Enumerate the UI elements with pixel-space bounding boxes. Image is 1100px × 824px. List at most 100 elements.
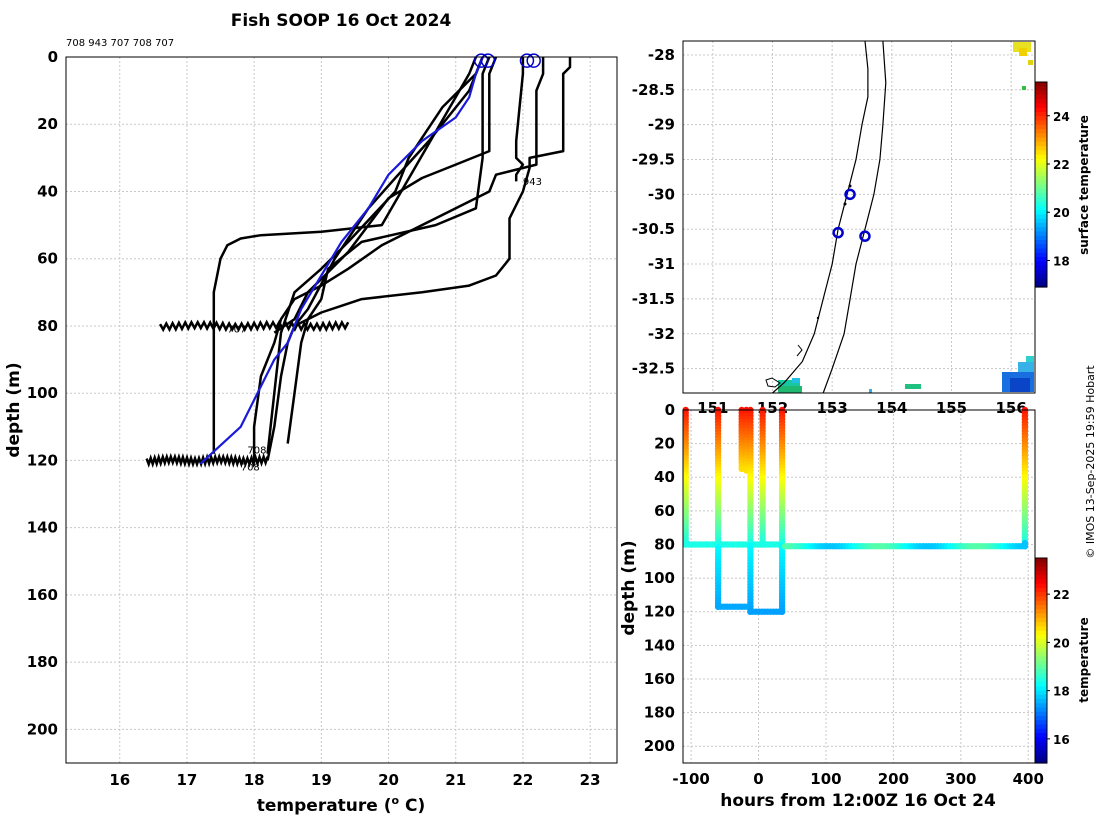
colorbar-segment [1035,570,1047,576]
colorbar-segment [1035,171,1047,177]
temperature-point [1021,543,1029,550]
map-x-tick-label: 156 [995,399,1026,417]
profile-line [273,56,498,334]
temperature-colorbar: 16 18 20 22 [1034,557,1070,764]
station-marker-group [832,188,871,242]
colorbar-segment [1035,741,1047,747]
colorbar-tick-label: 18 [1053,685,1070,699]
colorbar-segment [1035,626,1047,632]
ts-x-tick-label: 300 [945,770,976,788]
colorbar-tick-label: 20 [1053,206,1070,220]
colorbar-segment [1035,128,1047,134]
timeseries-y-axis-label: depth (m) [619,540,639,635]
shelf-edge-contour [822,40,887,394]
colorbar-segment [1035,150,1047,156]
colorbar-segment [1035,566,1047,572]
map-y-tick-label: -30.5 [632,220,675,238]
colorbar-segment [1035,120,1047,126]
colorbar-tick-label: 22 [1053,588,1070,602]
colorbar-segment [1035,681,1047,687]
map-y-tick-label: -32.5 [632,360,675,378]
colorbar-segment [1035,677,1047,683]
x-tick-label: 21 [445,771,466,789]
colorbar-frame [1034,557,1048,764]
y-tick-label: 40 [37,182,58,200]
timeseries-points [682,406,1029,615]
surface-marker [526,53,541,68]
profile-y-axis-label: depth (m) [4,362,24,457]
surface-temperature-colorbar-label: surface temperature [1077,115,1091,255]
colorbar-segment [1035,124,1047,130]
colorbar-segment [1035,737,1047,743]
temperature-point [759,541,766,548]
colorbar-segment [1035,613,1047,619]
colorbar-segment [1035,596,1047,602]
colorbar-segment [1035,604,1047,610]
y-tick-label: 100 [27,384,58,402]
x-tick-label: 18 [244,771,265,789]
ts-y-tick-label: 60 [654,502,675,520]
profile-annotation: 943 [523,177,542,188]
colorbar-segment [1035,99,1047,104]
colorbar-segment [1035,231,1047,237]
x-tick-label: 16 [109,771,130,789]
surface-marker [519,53,535,68]
colorbar-segment [1035,600,1047,606]
colorbar-segment [1035,116,1047,122]
colorbar-tick-label: 18 [1053,254,1070,268]
colorbar-segment [1035,711,1047,717]
colorbar-segment [1035,111,1047,117]
colorbar-segment [1035,728,1047,734]
mean-profile-group [199,56,484,465]
y-tick-label: 120 [27,451,58,469]
map-y-tick-label: -28 [648,46,675,64]
colorbar-segment [1035,205,1047,211]
map-tick-labels: -28 -28.5 -29 -29.5 -30 -30.5 -31 -31.5 -32 -32.5… [632,46,1027,417]
colorbar-segment [1035,184,1047,190]
colorbar-segment [1035,133,1047,139]
colorbar-segment [1035,716,1047,721]
timeseries-tick-labels: -100 0 100 200 300 400 0 20 40 60 80 100 120 140 160 18… [644,401,1044,788]
timeseries-panel: -100 0 100 200 300 400 0 20 40 60 80 100 120 140 160 18… [619,401,1091,811]
colorbar-segment [1035,745,1047,751]
colorbar-segment [1035,639,1047,645]
x-tick-label: 20 [378,771,399,789]
colorbar-segment [1035,643,1047,649]
ts-y-tick-label: 20 [654,435,675,453]
colorbar-segment [1035,244,1047,250]
x-tick-label: 19 [311,771,332,789]
profile-annotation: 708 [241,463,260,474]
timeseries-x-axis-label: hours from 12:00Z 16 Oct 24 [720,791,996,811]
profile-panel: Fish SOOP 16 Oct 2024 708 943 707 708 70… [4,11,618,816]
profile-line [514,57,525,182]
colorbar-segment [1035,651,1047,657]
colorbar-segment [1035,248,1047,254]
colorbar-segment [1035,694,1047,700]
profile-line [266,56,484,454]
colorbar-segment [1035,669,1047,674]
colorbar-segment [1035,698,1047,704]
colorbar-segment [1035,86,1047,92]
profile-line [286,56,491,444]
profile-annotation: 707 [227,325,246,336]
colorbar-segment [1035,750,1047,756]
station-marker [844,188,856,201]
colorbar-segment [1035,201,1047,207]
colorbar-segment [1035,617,1047,623]
colorbar-segment [1035,222,1047,228]
profile-grid [66,56,617,763]
y-tick-label: 60 [37,250,58,268]
colorbar-segment [1035,707,1047,713]
y-tick-label: 80 [37,317,58,335]
colorbar-segment [1035,758,1047,764]
colorbar-segment [1035,720,1047,726]
colorbar-segment [1035,724,1047,730]
ts-x-tick-label: 200 [878,770,909,788]
colorbar-segment [1035,664,1047,670]
map-y-tick-label: -31.5 [632,290,675,308]
map-y-tick-label: -29 [648,116,675,134]
colorbar-segment [1035,754,1047,760]
map-y-tick-label: -28.5 [632,81,675,99]
map-x-tick-label: 151 [697,399,728,417]
colorbar-segment [1035,214,1047,220]
